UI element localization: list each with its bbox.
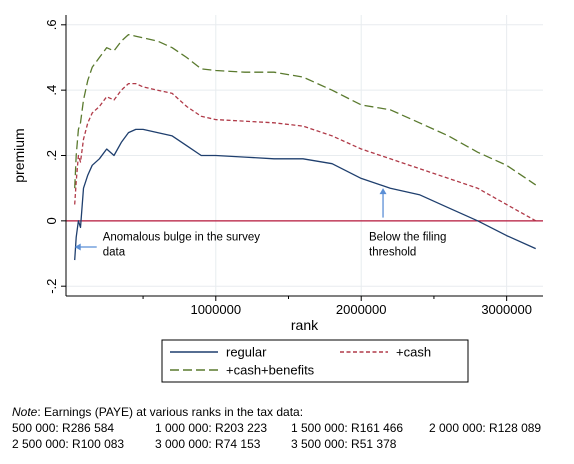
legend-label: +cash (396, 345, 431, 360)
note-label: Note (12, 405, 38, 419)
series-line (74, 82, 537, 222)
legend: regular +cash +cash+benefits (161, 339, 469, 383)
note-cell: 3 500 000: R51 378 (291, 437, 397, 451)
note-cell: 500 000: R286 584 (12, 421, 115, 435)
chart-note: Note: Earnings (PAYE) at various ranks i… (12, 404, 572, 452)
x-tick-label: 2000000 (336, 302, 387, 317)
y-tick-label: .4 (44, 85, 59, 96)
annotation-text: data (103, 246, 126, 258)
y-axis-title: premium (11, 128, 27, 182)
note-cell: 2 500 000: R100 083 (12, 437, 125, 451)
note-row: 500 000: R286 584 1 000 000: R203 223 1 50… (12, 420, 572, 436)
y-tick-label: .2 (44, 150, 59, 161)
legend-label: +cash+benefits (226, 363, 315, 378)
annotation-text: Anomalous bulge in the survey (103, 231, 261, 243)
annotation-text: threshold (369, 246, 416, 258)
legend-box (161, 339, 469, 383)
chart-figure: -.2 0 .2 .4 .6 1000000 2000000 3000000 rank premi… (0, 0, 574, 400)
note-intro: Note: Earnings (PAYE) at various ranks i… (12, 404, 572, 420)
y-tick-label: -.2 (44, 279, 59, 294)
y-tick-label: .6 (44, 19, 59, 30)
note-cell: 3 000 000: R74 153 (155, 437, 261, 451)
note-cell: 1 500 000: R161 466 (291, 421, 404, 435)
line-chart: -.2 0 .2 .4 .6 1000000 2000000 3000000 rank premi… (0, 0, 574, 400)
note-intro-text: : Earnings (PAYE) at various ranks in th… (37, 405, 304, 419)
y-tick-label: 0 (44, 217, 59, 224)
series-line (74, 128, 536, 261)
axes: -.2 0 .2 .4 .6 1000000 2000000 3000000 rank premi… (11, 15, 543, 333)
chart-background (0, 0, 574, 400)
annotation-arrowhead (379, 188, 387, 195)
annotations: Anomalous bulge in the survey data Below t… (74, 188, 446, 258)
note-cell: 2 000 000: R128 089 (429, 421, 542, 435)
x-axis-title: rank (291, 317, 319, 333)
series-layer (74, 33, 537, 261)
x-tick-label: 1000000 (190, 302, 241, 317)
note-cell: 1 000 000: R203 223 (155, 421, 268, 435)
legend-label: regular (226, 345, 267, 360)
annotation-text: Below the filing (369, 231, 446, 243)
series-line (74, 33, 537, 189)
x-tick-label: 3000000 (481, 302, 532, 317)
note-row: 2 500 000: R100 083 3 000 000: R74 153 3 5… (12, 436, 572, 452)
annotation-arrowhead (74, 243, 81, 251)
